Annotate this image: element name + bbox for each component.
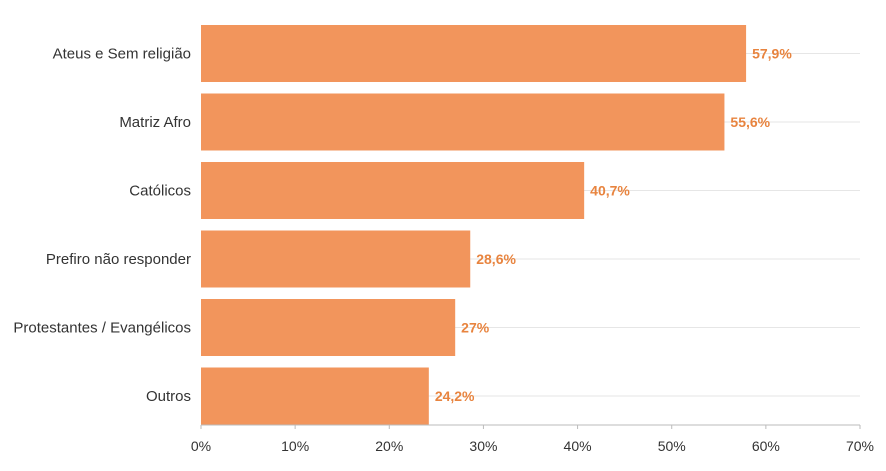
- bar: [201, 230, 471, 288]
- bars-layer: [201, 25, 747, 425]
- x-tick-label: 70%: [846, 438, 874, 454]
- x-tick-label: 10%: [281, 438, 309, 454]
- data-label: 27%: [461, 320, 490, 336]
- bar: [201, 299, 456, 356]
- x-tick-label: 60%: [752, 438, 780, 454]
- category-label: Católicos: [129, 183, 191, 200]
- data-label: 40,7%: [590, 183, 630, 199]
- x-tick-label: 0%: [191, 438, 211, 454]
- bar: [201, 93, 725, 151]
- category-label: Outros: [146, 388, 191, 405]
- x-tick-label: 40%: [564, 438, 592, 454]
- category-labels: Ateus e Sem religião Matriz Afro Católicos…: [13, 46, 191, 406]
- bar: [201, 162, 585, 219]
- x-tick-label: 20%: [375, 438, 403, 454]
- x-axis: 0% 10% 20% 30% 40% 50% 60% 70%: [191, 424, 874, 454]
- bar: [201, 25, 747, 82]
- category-label: Prefiro não responder: [46, 251, 191, 268]
- category-label: Protestantes / Evangélicos: [13, 320, 191, 337]
- x-tick-label: 30%: [469, 438, 497, 454]
- category-label: Matriz Afro: [119, 114, 191, 131]
- data-label: 24,2%: [435, 388, 475, 404]
- x-tick-label: 50%: [658, 438, 686, 454]
- data-label: 55,6%: [730, 114, 770, 130]
- data-label: 57,9%: [752, 46, 792, 62]
- bar: [201, 367, 429, 425]
- value-labels: 57,9% 55,6% 40,7% 28,6% 27% 24,2%: [435, 46, 793, 405]
- category-label: Ateus e Sem religião: [53, 46, 191, 63]
- data-label: 28,6%: [476, 251, 516, 267]
